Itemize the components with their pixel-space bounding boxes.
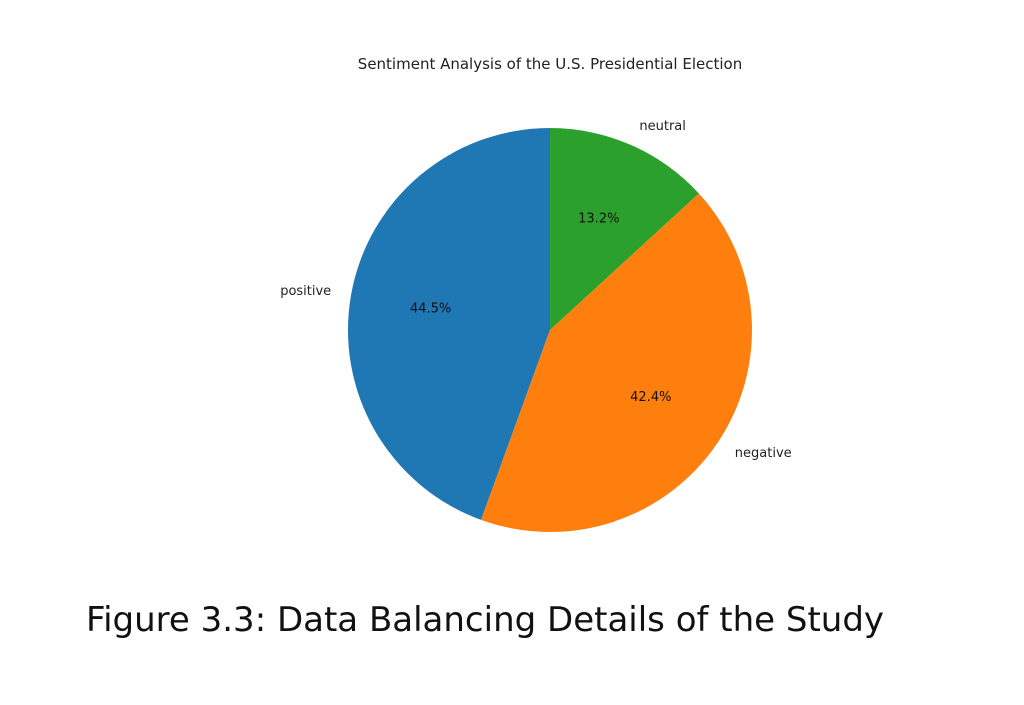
slice-percent-negative: 42.4% (630, 390, 671, 405)
figure-caption: Figure 3.3: Data Balancing Details of th… (86, 600, 885, 640)
slice-label-neutral: neutral (639, 119, 686, 134)
pie-slice-neutral (550, 128, 699, 330)
pie-slice-negative (481, 193, 752, 533)
pie-chart: Sentiment Analysis of the U.S. President… (280, 55, 792, 533)
pie-slices (347, 128, 752, 533)
pie-labels: positive 44.5% negative 42.4% neutral 13.2% (280, 119, 791, 461)
slice-label-negative: negative (735, 446, 792, 461)
slice-label-positive: positive (280, 284, 331, 299)
slice-percent-positive: 44.5% (410, 302, 451, 317)
pie-slice-positive (347, 128, 550, 520)
slice-percent-neutral: 13.2% (578, 212, 619, 227)
chart-title: Sentiment Analysis of the U.S. President… (358, 55, 742, 73)
